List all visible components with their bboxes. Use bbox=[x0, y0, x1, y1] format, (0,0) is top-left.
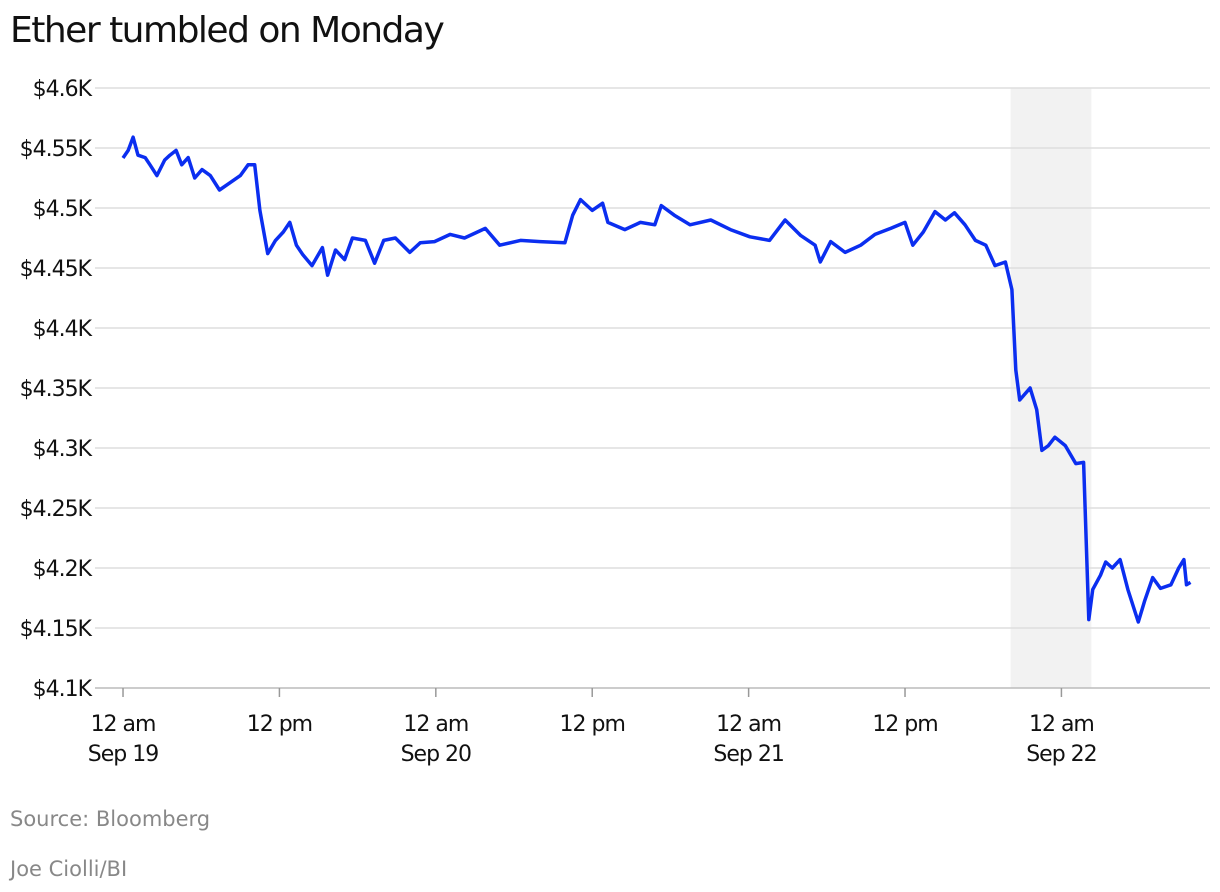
y-tick-label: $4.55K bbox=[20, 137, 93, 162]
x-tick-label: Sep 20 bbox=[401, 742, 471, 767]
x-tick-label: 12 pm bbox=[872, 712, 937, 737]
y-tick-label: $4.45K bbox=[20, 257, 93, 282]
y-tick-label: $4.35K bbox=[20, 377, 93, 402]
line bbox=[121, 135, 1192, 624]
source: Source: Bloomberg bbox=[10, 807, 210, 831]
x-tick-label: 12 am bbox=[716, 712, 781, 737]
x-tick-label: Sep 19 bbox=[88, 742, 158, 767]
y-tick-label: $4.5K bbox=[33, 197, 93, 222]
y-tick-label: $4.3K bbox=[33, 437, 93, 462]
x-tick-label: 12 am bbox=[403, 712, 468, 737]
y-tick-label: $4.1K bbox=[33, 677, 93, 702]
x-tick-label: Sep 21 bbox=[713, 742, 783, 767]
credit: Joe Ciolli/BI bbox=[8, 857, 127, 881]
x-tick-label: 12 pm bbox=[560, 712, 625, 737]
y-tick-label: $4.2K bbox=[33, 557, 93, 582]
y-tick-label: $4.6K bbox=[33, 77, 93, 102]
x-tick-label: 12 am bbox=[91, 712, 156, 737]
x-tick-label: Sep 22 bbox=[1026, 742, 1096, 767]
x-tick-label: 12 pm bbox=[247, 712, 312, 737]
y-tick-label: $4.25K bbox=[20, 497, 93, 522]
y-tick-label: $4.15K bbox=[20, 617, 93, 642]
chart-title: Ether tumbled on Monday bbox=[10, 10, 444, 51]
x-tick-label: 12 am bbox=[1029, 712, 1094, 737]
y-tick-label: $4.4K bbox=[33, 317, 93, 342]
